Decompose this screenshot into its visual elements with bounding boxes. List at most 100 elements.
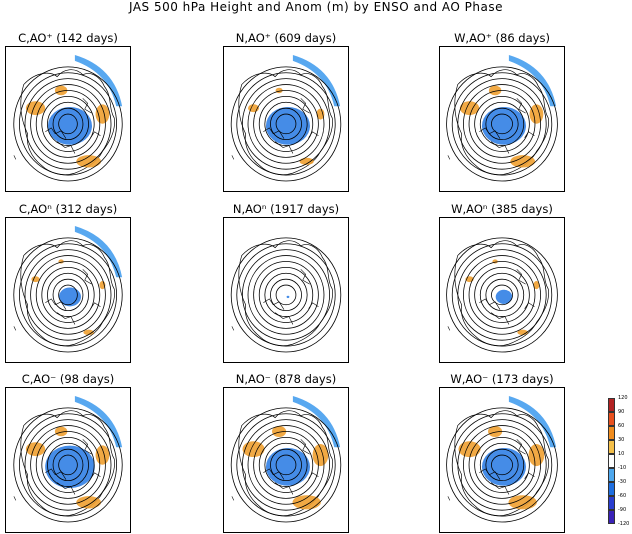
map-graphic	[13, 55, 123, 182]
negative-anomaly-region	[495, 289, 513, 304]
coastline	[231, 98, 319, 160]
panel-title: C,AOⁿ (312 days)	[18, 202, 118, 216]
panel-title: N,AOⁿ (1917 days)	[232, 202, 340, 216]
height-contour	[264, 442, 308, 487]
panel-title: W,AO⁺ (86 days)	[454, 31, 550, 45]
height-contour	[485, 448, 519, 482]
height-contour	[236, 243, 336, 347]
map-graphic	[230, 396, 342, 523]
height-contour	[24, 78, 112, 170]
height-contour	[41, 266, 95, 323]
height-contour	[253, 431, 319, 499]
negative-anomaly-region	[265, 447, 311, 486]
positive-anomaly-region	[31, 276, 40, 283]
height-contour	[247, 255, 325, 335]
positive-anomaly-region	[83, 329, 94, 335]
negative-anomaly-region	[74, 226, 123, 278]
positive-anomaly-region	[312, 444, 329, 467]
negative-anomaly-region	[481, 447, 527, 486]
negative-anomaly-region	[292, 396, 341, 448]
colorbar-segment	[608, 468, 615, 482]
height-contour	[446, 237, 558, 353]
positive-anomaly-region	[510, 155, 536, 168]
map-panel: N,AO⁺ (609 days)	[223, 32, 349, 192]
coastline	[447, 439, 535, 501]
height-contour	[258, 436, 314, 493]
continent-outline	[238, 410, 333, 517]
positive-anomaly-region	[95, 104, 110, 124]
coastline	[447, 269, 535, 331]
height-contour	[457, 78, 547, 170]
height-contour	[451, 413, 553, 517]
height-contour	[247, 84, 325, 164]
height-contour	[41, 95, 95, 152]
continent-outline	[454, 69, 549, 176]
height-contour	[247, 425, 325, 505]
coastline	[13, 269, 101, 331]
positive-anomaly-region	[242, 441, 265, 458]
map-panel: C,AO⁺ (142 days)	[5, 32, 131, 192]
map-graphic	[230, 237, 342, 353]
positive-anomaly-region	[95, 445, 110, 465]
map-graphic	[446, 396, 558, 523]
height-contour	[58, 454, 78, 476]
height-contour	[474, 436, 530, 493]
colorbar-segment	[608, 496, 615, 510]
colorbar-label: -30	[618, 479, 627, 485]
continent-outline	[238, 69, 333, 176]
panel-title: C,AO⁺ (142 days)	[18, 31, 118, 45]
height-contour	[47, 101, 89, 146]
positive-anomaly-region	[76, 496, 102, 509]
negative-anomaly-region	[292, 55, 341, 107]
continent-outline	[238, 240, 333, 347]
height-contour	[35, 90, 101, 158]
height-contour	[468, 261, 536, 329]
panel-title: C,AO⁻ (98 days)	[21, 372, 115, 386]
height-contour	[58, 284, 78, 306]
height-contour	[13, 237, 123, 353]
continent-outline	[20, 410, 115, 517]
height-contour	[275, 454, 297, 476]
height-contour	[236, 72, 336, 176]
height-contour	[479, 101, 525, 146]
map-panel: W,AO⁻ (173 days)	[439, 373, 565, 533]
positive-anomaly-region	[488, 425, 503, 437]
polar-map	[223, 387, 349, 533]
panel-title: W,AOⁿ (385 days)	[451, 202, 553, 216]
height-contour	[446, 407, 558, 523]
height-contour	[468, 431, 536, 499]
height-contour	[463, 84, 541, 164]
positive-anomaly-region	[529, 104, 544, 124]
height-contour	[270, 448, 302, 482]
height-contour	[35, 261, 101, 329]
coastline	[231, 269, 319, 331]
height-contour	[253, 90, 319, 158]
height-contour	[264, 272, 308, 317]
height-contour	[30, 84, 106, 164]
height-contour	[47, 272, 89, 317]
negative-anomaly-region	[265, 106, 311, 145]
polar-map	[439, 387, 565, 533]
colorbar-label: 120	[618, 395, 628, 401]
positive-anomaly-region	[488, 85, 502, 96]
height-contour	[242, 249, 330, 341]
colorbar-segment	[608, 510, 615, 524]
negative-anomaly-region	[58, 287, 81, 307]
height-contour	[457, 249, 547, 341]
continent-outline	[454, 410, 549, 517]
map-graphic	[446, 55, 558, 182]
colorbar-label: 90	[618, 409, 625, 415]
coastline	[13, 98, 101, 160]
continent-outline	[454, 240, 549, 347]
polar-map	[439, 217, 565, 363]
negative-anomaly-region	[45, 445, 95, 489]
colorbar-label: -90	[618, 507, 627, 513]
height-contour	[30, 255, 106, 335]
colorbar: 120 90 60 30 10 -10 -30 -60 -90 -120	[608, 395, 630, 527]
height-contour	[253, 261, 319, 329]
height-contour	[474, 266, 530, 323]
polar-map	[5, 387, 131, 533]
height-contour	[275, 284, 297, 306]
colorbar-label: -60	[618, 493, 627, 499]
height-contour	[230, 237, 342, 353]
